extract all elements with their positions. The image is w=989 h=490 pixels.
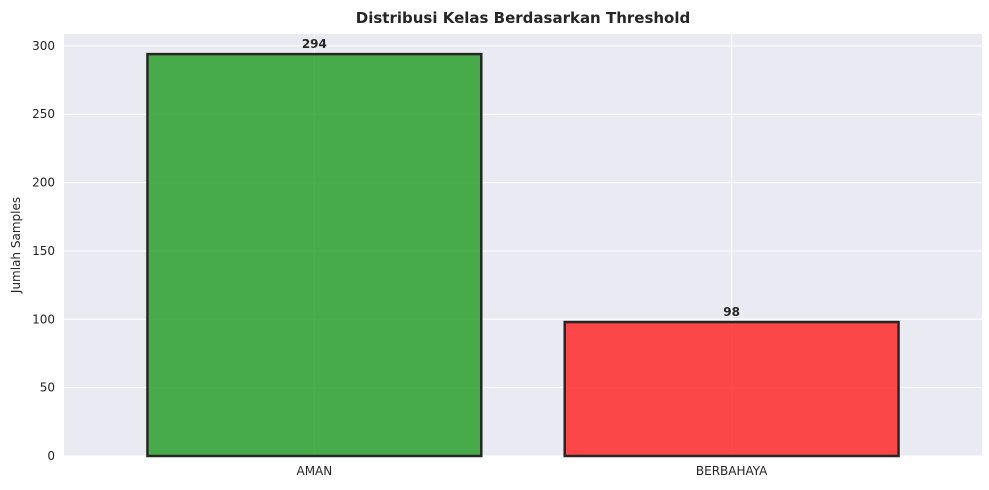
- y-tick-label: 150: [32, 244, 55, 258]
- y-axis-label: Jumlah Samples: [9, 197, 23, 294]
- bars-group: [146, 52, 900, 458]
- data-label-berbahaya: 98: [723, 305, 740, 319]
- y-tick-label: 100: [32, 312, 55, 326]
- x-tick-label: AMAN: [296, 464, 332, 478]
- y-tick-label: 200: [32, 176, 55, 190]
- chart-title: Distribusi Kelas Berdasarkan Threshold: [356, 9, 690, 27]
- y-tick-label: 300: [32, 39, 55, 53]
- bar-berbahaya: [563, 320, 900, 458]
- bar-aman: [146, 52, 483, 458]
- y-tick-label: 50: [40, 381, 55, 395]
- y-tick-label: 250: [32, 107, 55, 121]
- data-label-aman: 294: [302, 37, 327, 51]
- x-tick-label: BERBAHAYA: [696, 464, 768, 478]
- data-labels-group: 294 98: [302, 37, 740, 319]
- y-axis-ticks: 0 50 100 150 200 250 300: [32, 39, 55, 463]
- y-tick-label: 0: [47, 449, 55, 463]
- x-axis-ticks: AMAN BERBAHAYA: [296, 464, 768, 478]
